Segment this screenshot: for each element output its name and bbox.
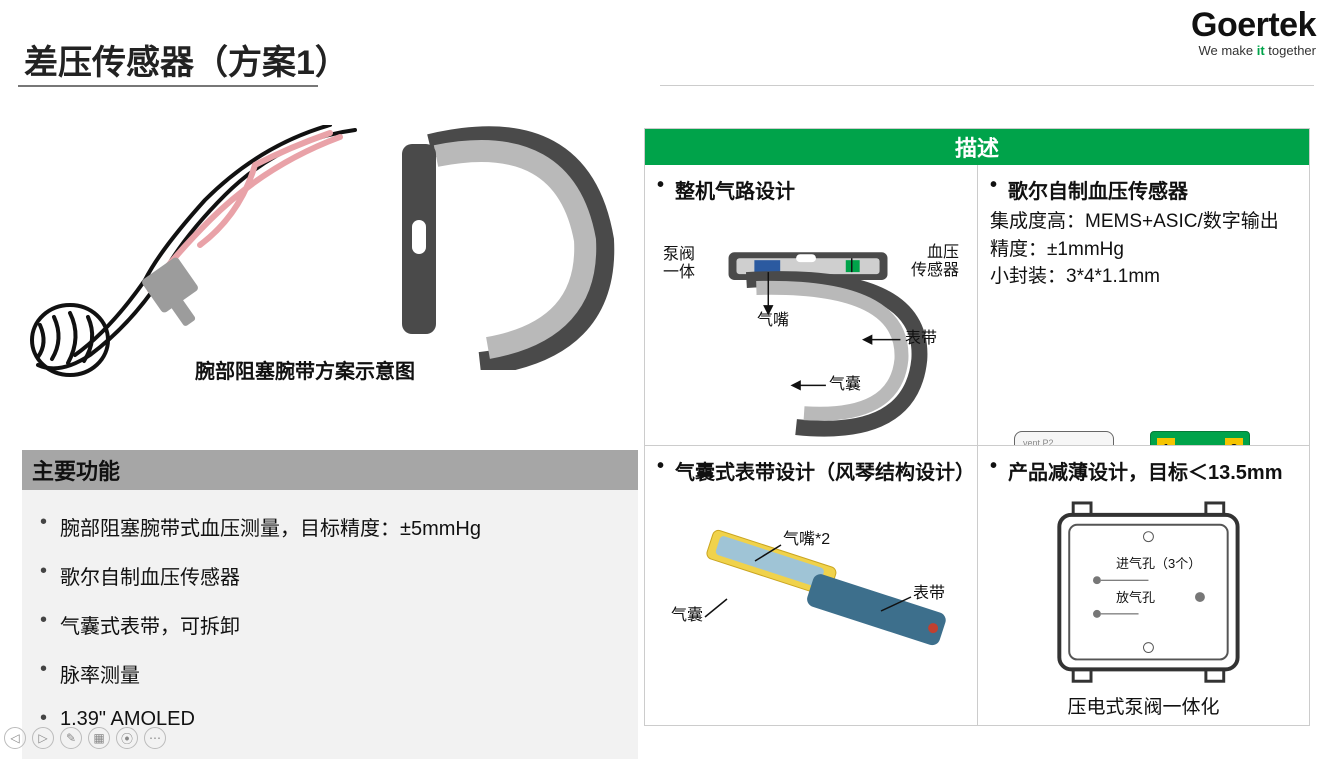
pump-diagram: 进气孔（3个） 放气孔 bbox=[990, 489, 1297, 715]
label-airbag: 气囊 bbox=[829, 376, 861, 394]
page-title: 差压传感器（方案1） bbox=[24, 35, 349, 84]
band-diagram: 气嘴*2 表带 气囊 bbox=[657, 489, 965, 715]
description-panel: 描述 整机气路设计 泵阀 一体 bbox=[644, 128, 1310, 726]
cell-thin: 产品减薄设计，目标＜13.5mm 进气孔（3个） 放气孔 压电式泵阀一体化 bbox=[977, 445, 1309, 725]
chip-diagram: vent P2 G901 1001 1 8 2 7 3 6 4 5 GND bbox=[990, 291, 1297, 435]
brand-tagline: We make it together bbox=[1191, 43, 1316, 58]
description-header: 描述 bbox=[645, 129, 1309, 165]
features-block: 主要功能 腕部阻塞腕带式血压测量，目标精度：±5mmHg 歌尔自制血压传感器 气… bbox=[22, 450, 638, 759]
chip-front: vent P2 G901 1001 bbox=[1014, 431, 1114, 445]
features-header: 主要功能 bbox=[22, 450, 638, 490]
spec-line: 集成度高：MEMS+ASIC/数字输出 bbox=[990, 208, 1297, 236]
pump-caption: 压电式泵阀一体化 bbox=[978, 692, 1309, 719]
spec-line: 小封装：3*4*1.1mm bbox=[990, 263, 1297, 291]
air-path-diagram: 泵阀 一体 血压 传感器 气嘴 表带 气囊 bbox=[657, 208, 965, 442]
title-underline bbox=[18, 85, 318, 87]
presenter-toolbar: ◁ ▷ ✎ ▦ ⦿ ⋯ bbox=[4, 727, 166, 749]
cell-title: 整机气路设计 bbox=[657, 175, 965, 204]
features-body: 腕部阻塞腕带式血压测量，目标精度：±5mmHg 歌尔自制血压传感器 气囊式表带，… bbox=[22, 490, 638, 759]
zoom-icon[interactable]: ⦿ bbox=[116, 727, 138, 749]
label-inlet: 进气孔（3个） bbox=[1116, 557, 1201, 572]
cell-band: 气囊式表带设计（风琴结构设计） 气嘴*2 表带 气囊 bbox=[645, 445, 977, 725]
label-vent: 放气孔 bbox=[1116, 591, 1155, 606]
cell-air-path: 整机气路设计 泵阀 一体 血压 传感器 bbox=[645, 165, 977, 445]
back-icon[interactable]: ◁ bbox=[4, 727, 26, 749]
feature-item: 脉率测量 bbox=[40, 649, 620, 698]
play-icon[interactable]: ▷ bbox=[32, 727, 54, 749]
feature-item: 腕部阻塞腕带式血压测量，目标精度：±5mmHg bbox=[40, 502, 620, 551]
wrist-diagram bbox=[30, 125, 360, 385]
brand-logo: Goertek We make it together bbox=[1191, 6, 1316, 58]
feature-item: 气囊式表带，可拆卸 bbox=[40, 600, 620, 649]
figure-caption: 腕部阻塞腕带方案示意图 bbox=[195, 355, 415, 384]
brand-name: Goertek bbox=[1191, 6, 1316, 45]
cell-title: 产品减薄设计，目标＜13.5mm bbox=[990, 456, 1297, 485]
divider bbox=[660, 85, 1314, 86]
label-band: 表带 bbox=[905, 330, 937, 348]
pen-icon[interactable]: ✎ bbox=[60, 727, 82, 749]
cell-sensor: 歌尔自制血压传感器 集成度高：MEMS+ASIC/数字输出 精度：±1mmHg … bbox=[977, 165, 1309, 445]
label-pump: 泵阀 一体 bbox=[663, 246, 695, 283]
watch-diagram bbox=[370, 120, 620, 370]
chip-back: 1 8 2 7 3 6 4 5 GND bbox=[1150, 431, 1250, 445]
slides-icon[interactable]: ▦ bbox=[88, 727, 110, 749]
cell-title: 气囊式表带设计（风琴结构设计） bbox=[657, 456, 965, 485]
spec-line: 精度：±1mmHg bbox=[990, 236, 1297, 264]
cell-title: 歌尔自制血压传感器 bbox=[990, 175, 1297, 204]
label-nozzle: 气嘴 bbox=[757, 312, 789, 330]
more-icon[interactable]: ⋯ bbox=[144, 727, 166, 749]
feature-item: 歌尔自制血压传感器 bbox=[40, 551, 620, 600]
label-sensor: 血压 传感器 bbox=[911, 244, 959, 281]
